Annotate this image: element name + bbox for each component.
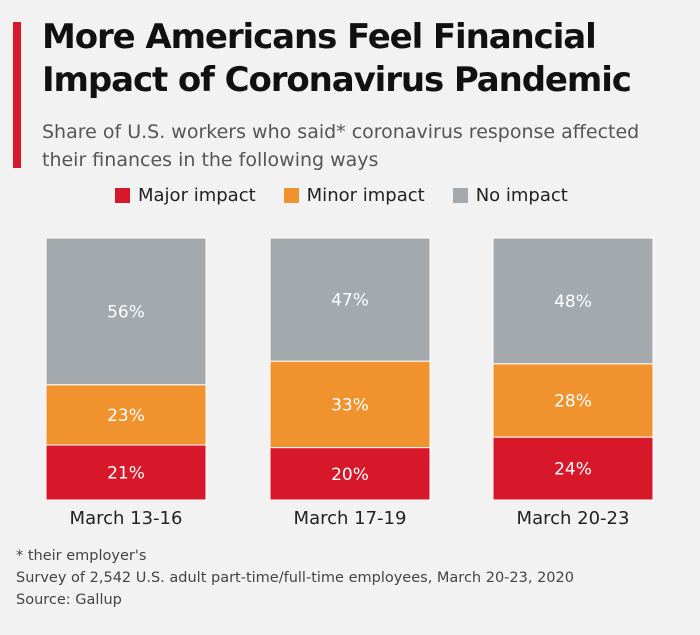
data-label-minor-impact-march-13-16: 23% xyxy=(107,406,145,426)
bar-no-impact-march-20-23 xyxy=(492,237,654,365)
legend-label-none: No impact xyxy=(475,185,568,206)
survey-note: Survey of 2,542 U.S. adult part-time/ful… xyxy=(16,570,574,586)
data-label-minor-impact-march-17-19: 33% xyxy=(331,395,369,415)
legend-item-none: No impact xyxy=(452,185,568,206)
bar-no-impact-march-13-16 xyxy=(45,237,207,386)
legend-item-major: Major impact xyxy=(115,185,256,206)
data-label-major-impact-march-13-16: 21% xyxy=(107,463,145,483)
source-note: Source: Gallup xyxy=(16,592,122,608)
title-accent-bar xyxy=(13,22,21,168)
bar-no-impact-march-17-19 xyxy=(269,237,431,362)
chart-legend: Major impact Minor impact No impact xyxy=(115,185,568,206)
category-label-march-17-19: March 17-19 xyxy=(294,508,407,529)
footnote: * their employer's xyxy=(16,548,147,564)
category-label-march-13-16: March 13-16 xyxy=(70,508,183,529)
data-label-no-impact-march-20-23: 48% xyxy=(554,292,592,312)
legend-swatch-major xyxy=(115,188,130,203)
data-label-minor-impact-march-20-23: 28% xyxy=(554,391,592,411)
category-label-march-20-23: March 20-23 xyxy=(517,508,630,529)
bar-major-impact-march-20-23 xyxy=(492,436,654,501)
bar-major-impact-march-13-16 xyxy=(45,444,207,501)
legend-label-minor: Minor impact xyxy=(306,185,425,206)
chart-footer: * their employer's Survey of 2,542 U.S. … xyxy=(16,545,574,611)
legend-swatch-none xyxy=(452,188,468,203)
data-label-no-impact-march-17-19: 47% xyxy=(331,291,369,311)
data-label-major-impact-march-17-19: 20% xyxy=(331,465,369,485)
legend-item-minor: Minor impact xyxy=(283,185,425,206)
legend-swatch-minor xyxy=(283,188,299,203)
bar-minor-impact-march-17-19 xyxy=(269,360,431,449)
bar-major-impact-march-17-19 xyxy=(269,447,431,501)
chart-title: More Americans Feel Financial Impact of … xyxy=(42,17,632,100)
data-label-major-impact-march-20-23: 24% xyxy=(554,460,592,480)
stacked-bar-chart: 21% 23% 56% March 13-16 20% 33% 47% March 17-19… xyxy=(45,237,654,529)
legend-label-major: Major impact xyxy=(138,185,256,206)
bar-minor-impact-march-20-23 xyxy=(492,363,654,438)
chart-subtitle: Share of U.S. workers who said* coronavi… xyxy=(42,121,640,171)
data-label-no-impact-march-13-16: 56% xyxy=(107,302,145,322)
bar-minor-impact-march-13-16 xyxy=(45,384,207,446)
